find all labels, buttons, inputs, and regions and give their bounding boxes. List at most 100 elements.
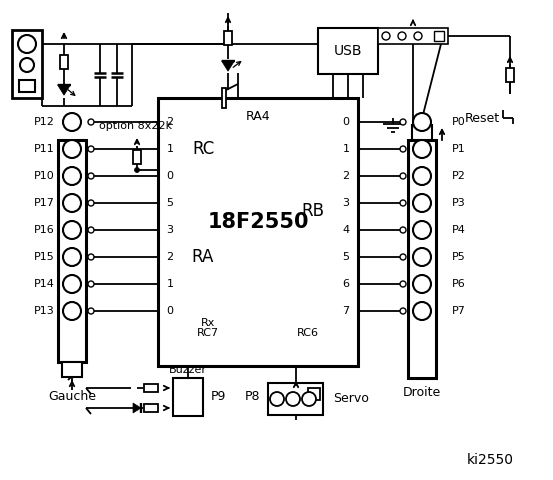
Circle shape — [413, 167, 431, 185]
Text: RC6: RC6 — [297, 328, 319, 338]
Polygon shape — [222, 61, 234, 71]
Bar — [268, 383, 323, 415]
Text: P8: P8 — [245, 391, 261, 404]
Text: 1: 1 — [342, 144, 349, 154]
Text: 3: 3 — [342, 198, 349, 208]
Circle shape — [63, 113, 81, 131]
Text: RB: RB — [301, 202, 325, 220]
Circle shape — [18, 35, 36, 53]
Text: Gauche: Gauche — [48, 391, 96, 404]
Circle shape — [400, 119, 406, 125]
Bar — [408, 140, 436, 378]
Bar — [412, 125, 432, 140]
Circle shape — [88, 227, 94, 233]
Bar — [12, 30, 42, 98]
Circle shape — [88, 119, 94, 125]
Text: 2: 2 — [166, 117, 174, 127]
Text: P16: P16 — [34, 225, 55, 235]
Circle shape — [400, 200, 406, 206]
Text: P14: P14 — [34, 279, 55, 289]
Text: P0: P0 — [452, 117, 466, 127]
Text: RC: RC — [192, 140, 214, 158]
Bar — [318, 28, 378, 74]
Bar — [19, 80, 35, 92]
Circle shape — [63, 275, 81, 293]
Circle shape — [88, 281, 94, 287]
Text: P9: P9 — [210, 391, 226, 404]
Text: P17: P17 — [34, 198, 55, 208]
Circle shape — [88, 200, 94, 206]
Circle shape — [400, 227, 406, 233]
Text: 5: 5 — [342, 252, 349, 262]
Text: 3: 3 — [166, 225, 174, 235]
Text: P3: P3 — [452, 198, 466, 208]
Text: 0: 0 — [342, 117, 349, 127]
Text: Reset: Reset — [465, 111, 500, 124]
Circle shape — [88, 308, 94, 314]
Circle shape — [302, 392, 316, 406]
Circle shape — [20, 58, 34, 72]
Polygon shape — [58, 85, 70, 95]
Circle shape — [270, 392, 284, 406]
Circle shape — [400, 146, 406, 152]
Text: option 8x22k: option 8x22k — [99, 121, 172, 131]
Circle shape — [413, 140, 431, 158]
Circle shape — [400, 308, 406, 314]
Text: 18F2550: 18F2550 — [207, 212, 309, 232]
Text: RA: RA — [192, 248, 214, 266]
Circle shape — [88, 173, 94, 179]
Circle shape — [414, 32, 422, 40]
Text: P2: P2 — [452, 171, 466, 181]
Bar — [133, 150, 141, 164]
Circle shape — [398, 32, 406, 40]
Circle shape — [413, 275, 431, 293]
Text: P11: P11 — [34, 144, 55, 154]
Text: P10: P10 — [34, 171, 55, 181]
Text: 0: 0 — [166, 306, 174, 316]
Circle shape — [134, 168, 139, 172]
Text: Buzzer: Buzzer — [169, 365, 207, 375]
Circle shape — [413, 113, 431, 131]
Circle shape — [63, 221, 81, 239]
Text: P4: P4 — [452, 225, 466, 235]
Circle shape — [286, 392, 300, 406]
Bar — [506, 68, 514, 82]
Circle shape — [88, 254, 94, 260]
Text: 2: 2 — [342, 171, 349, 181]
Circle shape — [400, 281, 406, 287]
Text: Servo: Servo — [333, 393, 369, 406]
Circle shape — [413, 221, 431, 239]
Text: 6: 6 — [342, 279, 349, 289]
Circle shape — [63, 140, 81, 158]
Text: P15: P15 — [34, 252, 55, 262]
Bar — [144, 384, 158, 392]
Circle shape — [63, 167, 81, 185]
Bar — [158, 98, 358, 366]
Circle shape — [400, 254, 406, 260]
Circle shape — [63, 302, 81, 320]
Bar — [62, 362, 82, 377]
Text: 2: 2 — [166, 252, 174, 262]
Circle shape — [63, 194, 81, 212]
Text: 1: 1 — [166, 144, 174, 154]
Text: RC7: RC7 — [197, 328, 219, 338]
Text: Droite: Droite — [403, 385, 441, 398]
Bar — [58, 140, 86, 362]
Bar — [144, 404, 158, 412]
Text: ki2550: ki2550 — [467, 453, 514, 467]
Polygon shape — [133, 403, 141, 413]
Text: P1: P1 — [452, 144, 466, 154]
Circle shape — [382, 32, 390, 40]
Bar — [308, 388, 320, 400]
Text: 7: 7 — [342, 306, 349, 316]
Bar — [434, 31, 444, 41]
Circle shape — [413, 302, 431, 320]
Circle shape — [400, 173, 406, 179]
Text: Rx: Rx — [201, 318, 215, 328]
Bar — [224, 31, 232, 45]
Bar — [173, 378, 203, 416]
Text: RA4: RA4 — [246, 109, 270, 122]
Text: P7: P7 — [452, 306, 466, 316]
Bar — [222, 88, 226, 108]
Text: P6: P6 — [452, 279, 466, 289]
